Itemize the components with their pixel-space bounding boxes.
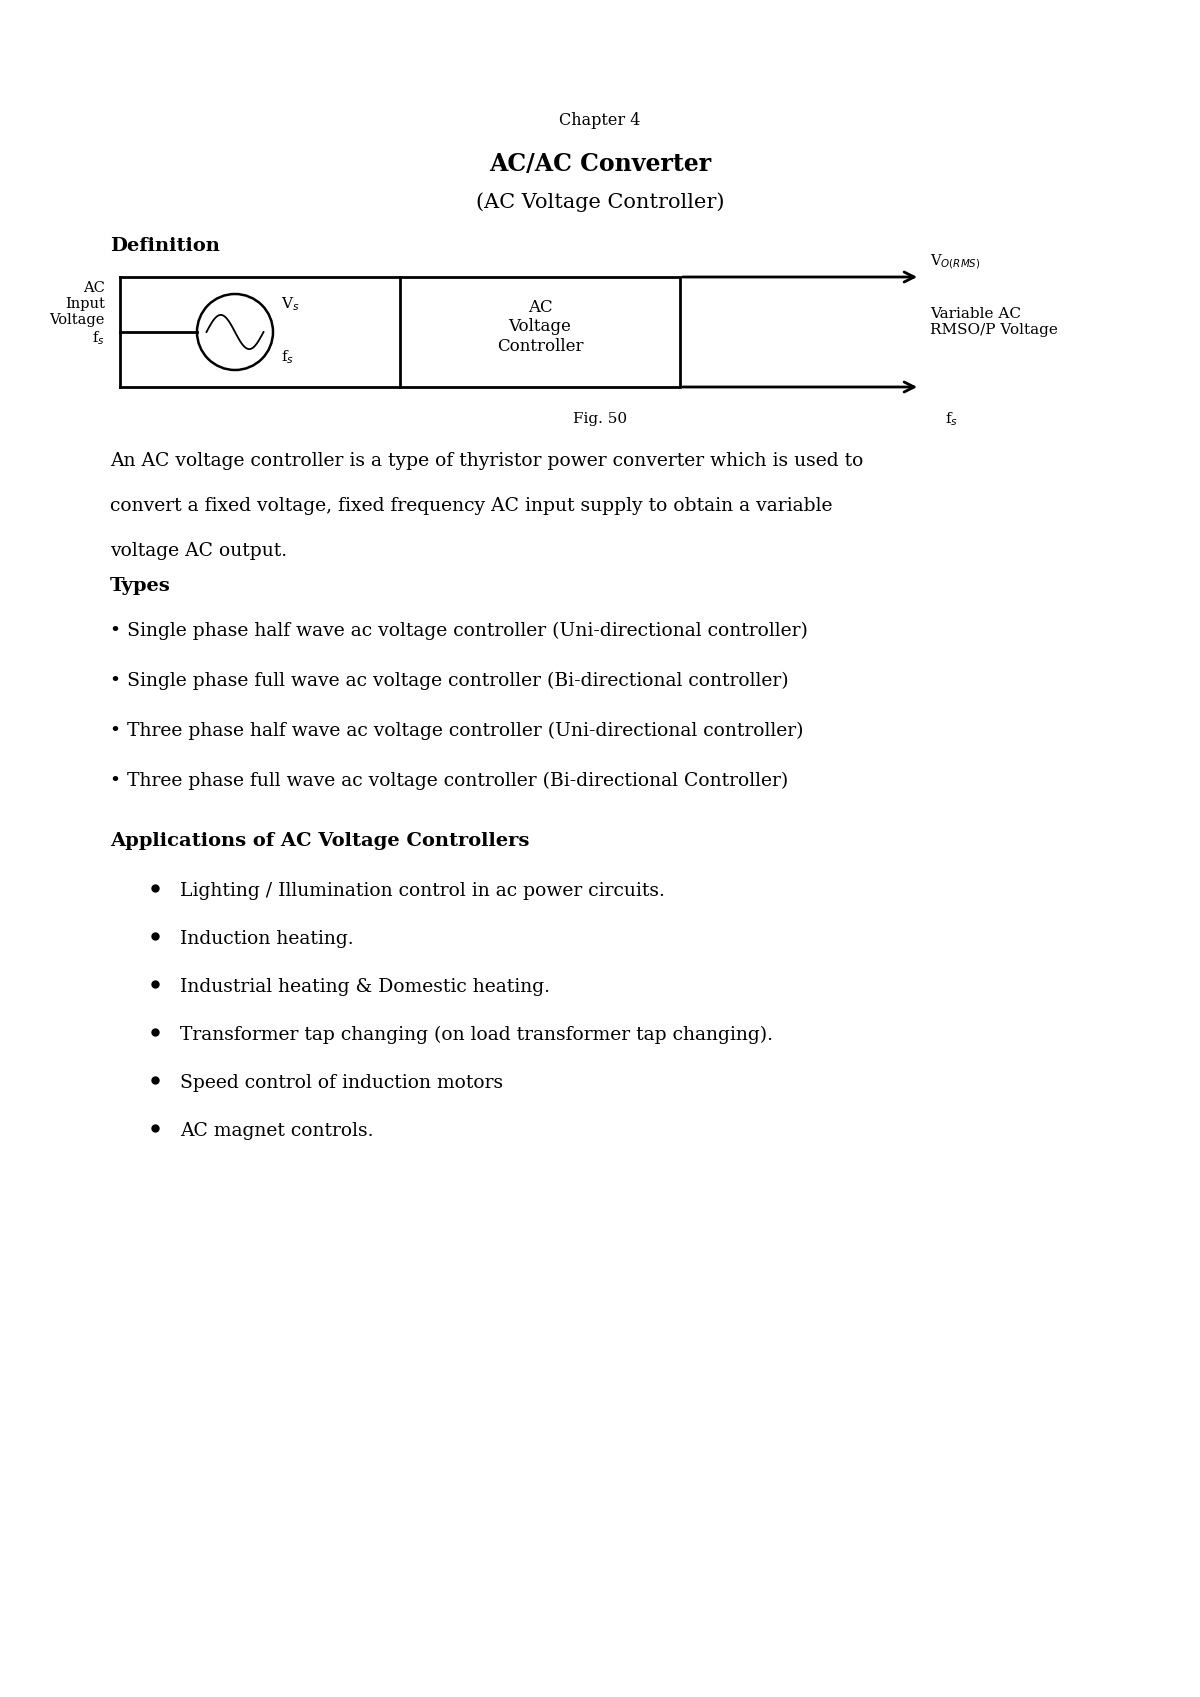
- Text: V$_s$: V$_s$: [281, 295, 300, 312]
- Text: f$_s$: f$_s$: [281, 348, 294, 367]
- Text: Applications of AC Voltage Controllers: Applications of AC Voltage Controllers: [110, 832, 529, 850]
- Text: f$_s$: f$_s$: [946, 411, 958, 428]
- Text: AC
Input
Voltage
f$_s$: AC Input Voltage f$_s$: [49, 280, 106, 348]
- Text: Industrial heating & Domestic heating.: Industrial heating & Domestic heating.: [180, 977, 550, 996]
- Text: Variable AC
RMSO/P Voltage: Variable AC RMSO/P Voltage: [930, 307, 1058, 338]
- Text: Transformer tap changing (on load transformer tap changing).: Transformer tap changing (on load transf…: [180, 1027, 773, 1044]
- Text: voltage AC output.: voltage AC output.: [110, 541, 287, 560]
- Text: Induction heating.: Induction heating.: [180, 930, 354, 949]
- Text: Types: Types: [110, 577, 170, 596]
- Text: AC magnet controls.: AC magnet controls.: [180, 1122, 373, 1140]
- Text: • Three phase full wave ac voltage controller (Bi-directional Controller): • Three phase full wave ac voltage contr…: [110, 772, 788, 791]
- Text: AC/AC Converter: AC/AC Converter: [488, 153, 712, 176]
- Text: • Single phase full wave ac voltage controller (Bi-directional controller): • Single phase full wave ac voltage cont…: [110, 672, 788, 691]
- Text: Lighting / Illumination control in ac power circuits.: Lighting / Illumination control in ac po…: [180, 882, 665, 899]
- Text: AC
Voltage
Controller: AC Voltage Controller: [497, 299, 583, 355]
- Text: (AC Voltage Controller): (AC Voltage Controller): [475, 192, 725, 212]
- Text: V$_{O(RMS)}$: V$_{O(RMS)}$: [930, 253, 980, 272]
- Text: Speed control of induction motors: Speed control of induction motors: [180, 1074, 503, 1091]
- Text: convert a fixed voltage, fixed frequency AC input supply to obtain a variable: convert a fixed voltage, fixed frequency…: [110, 497, 833, 514]
- Text: • Three phase half wave ac voltage controller (Uni-directional controller): • Three phase half wave ac voltage contr…: [110, 721, 804, 740]
- Bar: [400, 277, 680, 387]
- Text: • Single phase half wave ac voltage controller (Uni-directional controller): • Single phase half wave ac voltage cont…: [110, 623, 808, 640]
- Text: Definition: Definition: [110, 238, 220, 255]
- Text: Chapter 4: Chapter 4: [559, 112, 641, 129]
- Text: Fig. 50: Fig. 50: [572, 412, 628, 426]
- Text: An AC voltage controller is a type of thyristor power converter which is used to: An AC voltage controller is a type of th…: [110, 451, 863, 470]
